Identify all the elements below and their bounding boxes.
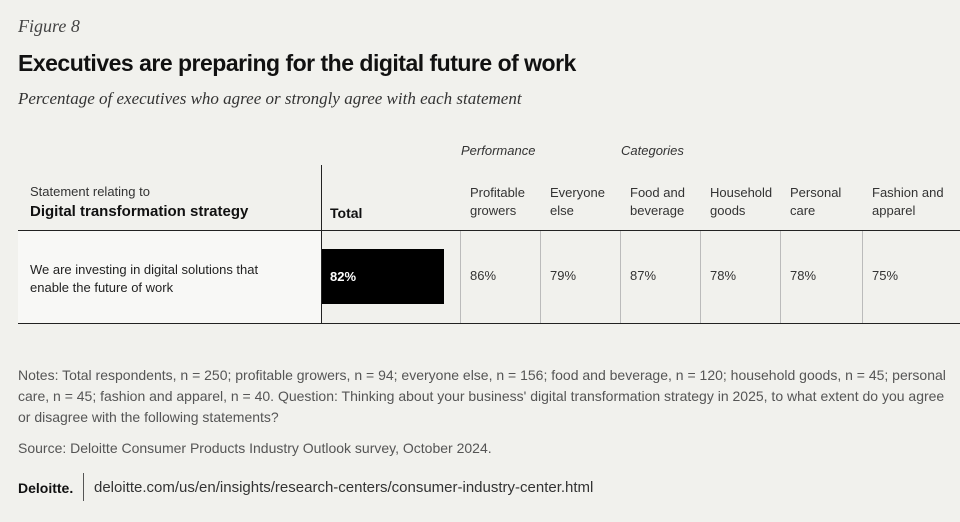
statement-header: Digital transformation strategy bbox=[30, 203, 249, 220]
notes: Notes: Total respondents, n = 250; profi… bbox=[18, 367, 946, 425]
column-header: Food and beverage bbox=[630, 185, 685, 218]
footer-divider bbox=[83, 473, 84, 501]
column-divider bbox=[862, 231, 863, 323]
bottom-rule bbox=[18, 323, 960, 324]
column-header: Everyone else bbox=[550, 185, 605, 218]
value-cell: 78% bbox=[710, 268, 737, 283]
title: Executives are preparing for the digital… bbox=[18, 50, 576, 76]
bar bbox=[322, 249, 445, 304]
column-header: Fashion and apparel bbox=[872, 185, 944, 218]
column-divider bbox=[780, 231, 781, 323]
column-divider bbox=[700, 231, 701, 323]
column-divider bbox=[620, 231, 621, 323]
statement-cell bbox=[18, 231, 321, 323]
column-divider bbox=[460, 231, 461, 323]
bar-label: 82% bbox=[330, 269, 357, 284]
column-header: Personal care bbox=[790, 185, 842, 218]
value-cell: 86% bbox=[470, 268, 497, 283]
brand: Deloitte. bbox=[18, 480, 74, 496]
figure-label: Figure 8 bbox=[18, 16, 80, 36]
source: Source: Deloitte Consumer Products Indus… bbox=[18, 440, 492, 456]
column-header: Household goods bbox=[710, 185, 773, 218]
header-rule bbox=[18, 230, 960, 231]
total-header: Total bbox=[330, 205, 363, 221]
divider bbox=[321, 165, 322, 323]
subtitle: Percentage of executives who agree or st… bbox=[18, 89, 522, 108]
column-divider bbox=[540, 231, 541, 323]
value-cell: 75% bbox=[872, 268, 899, 283]
value-cell: 78% bbox=[790, 268, 817, 283]
group-header: Categories bbox=[621, 143, 684, 158]
group-header: Performance bbox=[461, 143, 536, 158]
column-header: Profitable growers bbox=[470, 185, 525, 218]
footer-url[interactable]: deloitte.com/us/en/insights/research-cen… bbox=[94, 479, 594, 496]
statement: We are investing in digital solutions th… bbox=[30, 262, 259, 295]
statement-header: Statement relating to bbox=[30, 184, 150, 199]
value-cell: 79% bbox=[550, 268, 577, 283]
value-cell: 87% bbox=[630, 268, 657, 283]
